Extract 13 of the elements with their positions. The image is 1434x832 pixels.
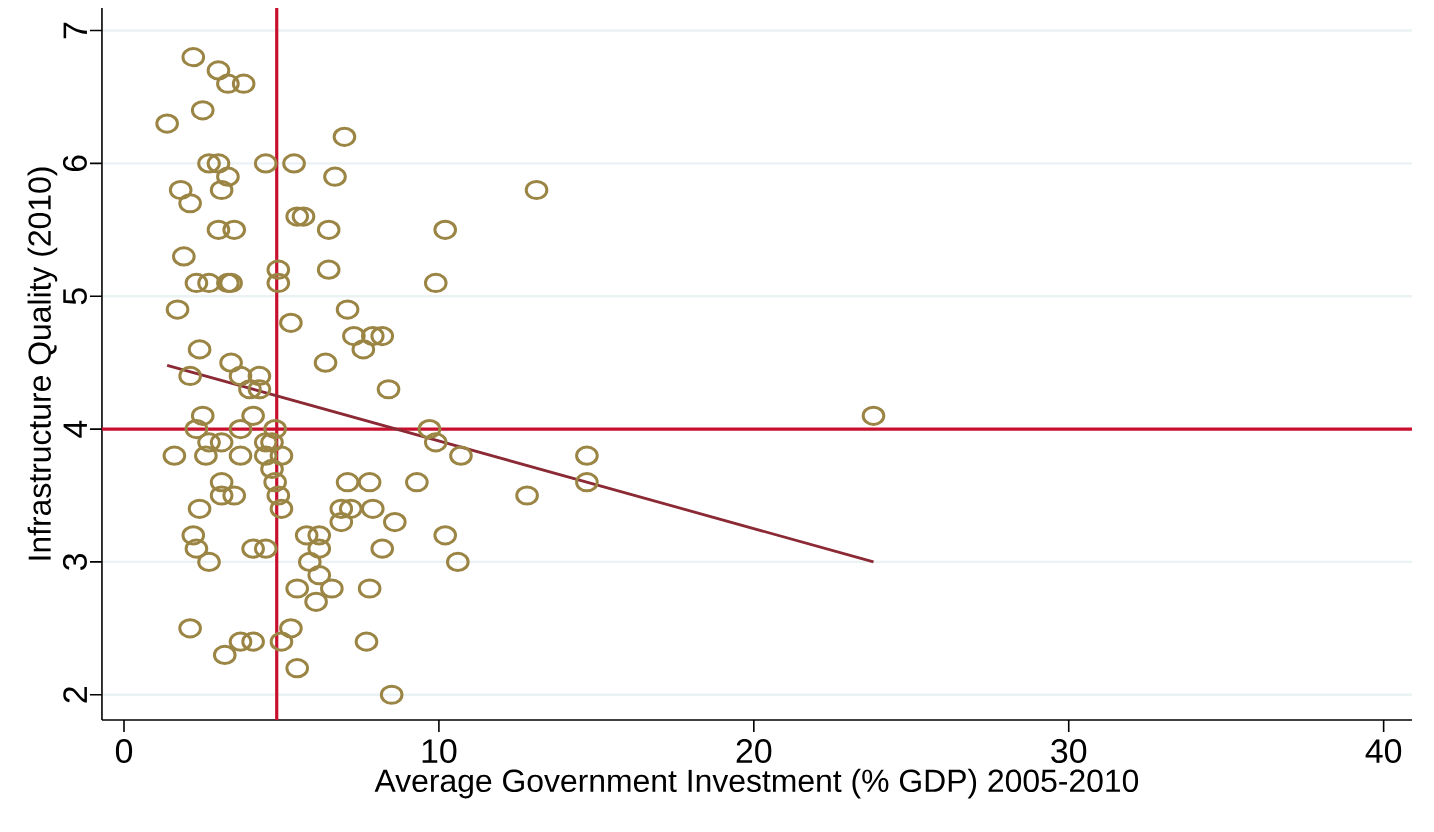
x-tick-label: 10 xyxy=(422,739,457,764)
x-tick-label: 40 xyxy=(1365,739,1402,764)
x-tick-label: 30 xyxy=(1051,739,1087,764)
y-tick-label: 7 xyxy=(63,22,87,39)
y-tick-label: 3 xyxy=(62,554,87,571)
y-axis-title: Infrastructure Quality (2010) xyxy=(27,167,58,560)
y-tick-label: 2 xyxy=(63,687,87,703)
y-tick-label: 5 xyxy=(63,288,87,305)
y-tick-label: 6 xyxy=(62,155,87,172)
y-tick-label: 4 xyxy=(63,420,87,438)
x-tick-label: 20 xyxy=(736,739,772,764)
x-axis-title: Average Government Investment (% GDP) 2005-2010 xyxy=(374,768,1139,799)
x-tick-label: 0 xyxy=(115,739,133,764)
